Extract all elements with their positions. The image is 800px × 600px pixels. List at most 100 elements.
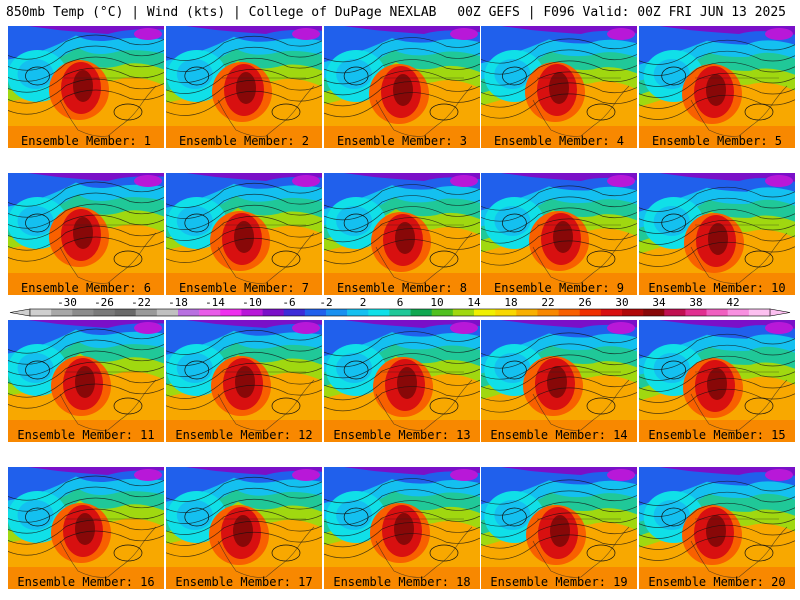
cold-band-minus4c: [166, 467, 322, 502]
colorbar-tick-label: 6: [397, 296, 404, 309]
height-contour: [324, 522, 480, 548]
heat-dome-max: [234, 221, 254, 253]
colorbar-swatch: [706, 309, 729, 316]
cold-band-minus10c: [501, 26, 637, 34]
ensemble-member-label: Ensemble Member: 7: [178, 281, 310, 295]
ensemble-member-map: [166, 467, 322, 589]
height-contour: [8, 361, 164, 387]
colorbar-swatch: [600, 309, 623, 316]
heat-dome-max: [235, 366, 255, 398]
ensemble-member-map: [324, 320, 480, 442]
cold-band-minus10c: [28, 26, 164, 34]
arctic-cold-pool: [134, 322, 162, 334]
colorbar-swatch: [664, 309, 686, 316]
trough-contour: [502, 360, 527, 380]
arctic-cold-pool: [292, 175, 320, 187]
bermuda-high-contour: [113, 250, 143, 268]
height-contour: [639, 377, 795, 403]
coastline: [690, 85, 788, 137]
height-contour: [8, 339, 164, 365]
height-contour: [324, 386, 480, 412]
colorbar-swatch: [114, 309, 137, 316]
height-contour: [8, 214, 164, 240]
height-contour: [481, 490, 637, 516]
coastline: [375, 232, 473, 284]
height-contour: [324, 342, 480, 368]
pacific-trough-core: [653, 500, 690, 530]
pacific-trough-core: [336, 206, 373, 236]
cold-band-minus4c: [8, 467, 164, 501]
cold-band-minus4c: [481, 320, 637, 358]
height-contour: [166, 237, 322, 263]
colorbar-swatch: [622, 309, 644, 316]
coastline: [532, 232, 630, 284]
colorbar-swatch: [178, 309, 200, 316]
colorbar-swatch: [72, 309, 94, 316]
bermuda-high-contour: [271, 250, 301, 268]
coastline: [532, 379, 630, 431]
trough-contour: [184, 213, 210, 233]
ensemble-member-map: [481, 173, 637, 295]
colorbar-swatch: [51, 309, 73, 316]
heat-dome-max: [550, 515, 570, 547]
height-contour: [481, 82, 637, 108]
cold-band-minus4c: [481, 26, 637, 64]
ensemble-member-map: [639, 26, 795, 148]
height-contour: [8, 181, 164, 207]
colorbar-swatch: [495, 309, 517, 316]
height-contour: [481, 71, 637, 97]
height-contour: [8, 78, 164, 104]
height-contour: [324, 195, 480, 221]
trough-contour: [661, 507, 687, 527]
bermuda-high-contour: [586, 397, 616, 415]
arctic-cold-pool: [765, 469, 793, 481]
height-contour: [166, 509, 322, 535]
height-contour: [8, 519, 164, 545]
colorbar-max-arrow: [769, 308, 791, 317]
cold-band-minus4c: [324, 26, 480, 63]
height-contour: [324, 228, 480, 254]
trough-contour: [343, 360, 369, 380]
coastline: [217, 85, 315, 137]
cold-band-minus10c: [659, 26, 795, 35]
southern-warm-band: [166, 273, 322, 295]
coastline: [690, 526, 788, 578]
pacific-trough-core: [494, 206, 531, 236]
colorbar-swatch: [368, 309, 390, 316]
ensemble-member-label: Ensemble Member: 1: [20, 134, 152, 148]
height-contour: [639, 366, 795, 392]
cold-band-minus4c: [639, 467, 795, 506]
bermuda-high-contour: [744, 544, 774, 562]
height-contour: [324, 489, 480, 515]
heat-dome-max: [73, 70, 93, 102]
trough-contour: [25, 213, 50, 233]
ensemble-member-label: Ensemble Member: 18: [333, 575, 471, 589]
cold-band-minus10c: [344, 320, 480, 328]
ensemble-member-label: Ensemble Member: 15: [648, 428, 786, 442]
colorbar-swatch: [30, 309, 52, 316]
southern-warm-band: [8, 420, 164, 442]
height-contour: [481, 93, 637, 119]
height-contour: [166, 520, 322, 546]
bermuda-high-contour: [586, 544, 616, 562]
ensemble-member-map: [8, 467, 164, 589]
height-contour: [639, 388, 795, 414]
height-contour: [324, 500, 480, 526]
cold-band-minus10c: [28, 320, 164, 328]
height-contour: [8, 497, 164, 523]
arctic-cold-pool: [134, 469, 162, 481]
pacific-trough-core: [176, 206, 213, 236]
heat-dome-max: [395, 222, 415, 254]
trough-contour: [502, 66, 527, 86]
height-contour: [639, 230, 795, 256]
arctic-cold-pool: [607, 175, 635, 187]
heat-dome-max: [708, 223, 728, 255]
ensemble-member-label: Ensemble Member: 12: [175, 428, 313, 442]
height-contour: [481, 365, 637, 391]
height-contour: [324, 331, 480, 357]
colorbar-swatch: [431, 309, 454, 316]
cold-band-minus4c: [324, 467, 480, 504]
colorbar-swatch: [410, 309, 433, 316]
ensemble-member-label: Ensemble Member: 10: [648, 281, 786, 295]
arctic-cold-pool: [292, 28, 320, 40]
